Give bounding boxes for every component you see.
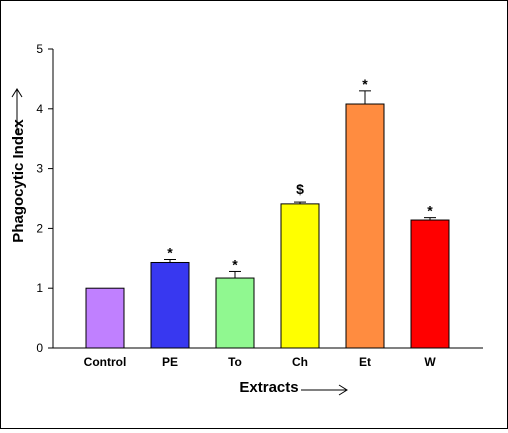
error-bar-ch bbox=[294, 201, 306, 204]
significance-marker: * bbox=[362, 76, 368, 92]
y-tick-label: 4 bbox=[36, 102, 43, 116]
error-bar-et bbox=[359, 90, 371, 105]
annotations-layer: * * $ * * bbox=[167, 76, 433, 273]
y-tick-label: 2 bbox=[36, 221, 43, 235]
x-tick-label: Control bbox=[84, 355, 127, 369]
x-tick-label: To bbox=[228, 355, 242, 369]
bar-et bbox=[345, 103, 385, 349]
y-axis-arrow-icon bbox=[11, 88, 23, 133]
significance-marker: * bbox=[427, 203, 433, 219]
x-axis-title: Extracts bbox=[239, 379, 298, 396]
significance-marker: * bbox=[232, 256, 238, 272]
bar-pe bbox=[150, 261, 190, 349]
y-axis-title: Phagocytic Index bbox=[10, 119, 27, 243]
bar-control bbox=[85, 287, 125, 349]
y-tick-label: 3 bbox=[36, 162, 43, 176]
error-bar-pe bbox=[164, 258, 176, 263]
x-axis-arrow-icon bbox=[301, 384, 348, 396]
y-tick-label: 0 bbox=[36, 341, 43, 355]
bar-to bbox=[215, 277, 255, 349]
y-tick-label: 1 bbox=[36, 281, 43, 295]
bar-ch bbox=[280, 203, 320, 349]
bar-w bbox=[410, 219, 450, 349]
x-tick-label: PE bbox=[162, 355, 178, 369]
error-bars-layer bbox=[164, 90, 436, 279]
x-tick-label: Ch bbox=[292, 355, 308, 369]
error-bar-to bbox=[229, 270, 241, 279]
x-tick-label: W bbox=[424, 355, 436, 369]
significance-marker: * bbox=[167, 244, 173, 260]
error-bar-w bbox=[424, 217, 436, 221]
axes-layer: 0 1 2 3 4 5 Control PE To Ch Et W bbox=[36, 42, 483, 369]
x-tick-label: Et bbox=[359, 355, 371, 369]
y-tick-label: 5 bbox=[36, 42, 43, 56]
significance-marker: $ bbox=[296, 181, 304, 197]
bars-layer bbox=[85, 103, 450, 349]
